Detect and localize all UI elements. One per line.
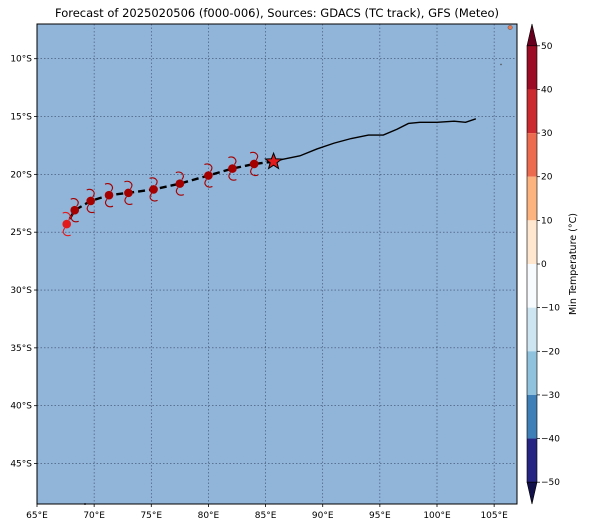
cyclone-arm	[86, 188, 95, 198]
cyclone-symbol-icon	[70, 198, 80, 223]
cyclone-arm	[175, 171, 184, 180]
lat-tick-label: 15°S	[10, 113, 32, 123]
cyclone-arm	[249, 151, 259, 161]
lon-tick-label: 105°E	[480, 511, 508, 521]
cyclone-arm	[149, 193, 158, 202]
cyclone-symbol-icon	[204, 163, 213, 188]
colorbar-band	[527, 264, 537, 308]
cyclone-center	[62, 219, 72, 229]
cyclone-arm	[104, 183, 113, 192]
cyclone-arm	[86, 204, 95, 213]
colorbar-band	[527, 45, 537, 90]
map-layer: 65°E 70°E 75°E 80°E 85°E 90°E 95°E 100°E 105°E 10…	[10, 23, 518, 521]
cyclone-symbol-icon	[175, 171, 185, 196]
lat-tick-label: 40°S	[10, 402, 32, 412]
cyclone-symbol-icon	[62, 212, 72, 237]
lat-tick-label: 30°S	[10, 286, 32, 296]
colorbar-band	[527, 351, 537, 395]
cyclone-arm	[124, 196, 133, 205]
colorbar-tick-label: −40	[541, 435, 560, 445]
colorbar-band	[527, 176, 537, 221]
cyclone-arm	[124, 180, 133, 190]
lon-tick-label: 75°E	[140, 511, 162, 521]
colorbar-band	[527, 307, 537, 352]
figure-title: Forecast of 2025020506 (f000-006), Sourc…	[55, 6, 499, 20]
cyclone-arm	[149, 177, 158, 186]
colorbar-tick-label: −20	[541, 347, 560, 357]
lon-tick-label: 80°E	[198, 511, 220, 521]
island-speck	[500, 63, 502, 66]
cyclone-symbol-icon	[104, 183, 114, 208]
lat-tick-label: 35°S	[10, 344, 32, 354]
lon-tick-label: 65°E	[26, 511, 48, 521]
lon-tick-label: 85°E	[255, 511, 277, 521]
lon-tick-label: 100°E	[423, 511, 451, 521]
land-speck	[507, 25, 513, 30]
lat-tick-label: 20°S	[10, 170, 32, 180]
cyclone-arm	[105, 198, 114, 208]
colorbar-tick-label: 50	[541, 42, 553, 52]
colorbar: 50 40 30 20 10 0 −10 −20 −30 −40 −50 Min Temperatur…	[526, 23, 579, 505]
lon-tick-label: 90°E	[312, 511, 334, 521]
lon-tick-label: 95°E	[369, 511, 391, 521]
current-position-star-icon	[264, 151, 284, 170]
colorbar-label: Min Temperature (°C)	[568, 213, 579, 315]
ocean-background	[37, 24, 517, 504]
lat-tick-label: 45°S	[10, 460, 32, 470]
observed-track	[273, 118, 477, 163]
colorbar-tick-label: 30	[541, 129, 553, 139]
cyclone-arm	[228, 172, 237, 181]
colorbar-extend-max	[526, 23, 538, 47]
cyclone-symbol-icon	[249, 151, 259, 176]
colorbar-band	[527, 220, 537, 264]
colorbar-tick-label: −30	[541, 391, 560, 401]
cyclone-symbol-icon	[149, 177, 158, 202]
cyclone-arm	[62, 212, 71, 221]
colorbar-extend-min	[526, 481, 538, 505]
colorbar-band	[527, 394, 537, 439]
colorbar-tick-label: 40	[541, 85, 553, 95]
cyclone-center	[86, 196, 96, 206]
cyclone-center	[104, 190, 114, 200]
lat-tick-label: 10°S	[10, 55, 32, 65]
colorbar-band	[527, 438, 537, 483]
cyclone-center	[175, 179, 185, 188]
colorbar-tick-label: 20	[541, 173, 553, 183]
cyclone-arm	[175, 187, 185, 196]
cyclone-arm	[204, 163, 213, 172]
cyclone-center	[124, 188, 133, 198]
cyclone-symbol-icon	[228, 156, 237, 181]
cyclone-center	[149, 185, 158, 194]
cyclone-center	[70, 205, 80, 215]
map-frame	[36, 23, 518, 505]
cyclone-arm	[70, 198, 79, 207]
cyclone-arm	[228, 156, 237, 165]
cyclone-arm	[250, 167, 259, 176]
colorbar-tick-label: 0	[541, 260, 547, 270]
colorbar-band	[527, 133, 537, 177]
cyclone-arm	[62, 227, 71, 237]
colorbar-tick-label: −50	[541, 478, 560, 488]
colorbar-tick-label: 10	[541, 216, 553, 226]
cyclone-arm	[70, 213, 79, 223]
colorbar-band	[527, 89, 537, 134]
lat-tick-label: 25°S	[10, 228, 32, 238]
cyclone-center	[204, 171, 213, 180]
cyclone-symbol-icon	[86, 188, 96, 213]
cyclone-symbol-icon	[124, 180, 133, 205]
cyclone-arm	[204, 179, 213, 188]
colorbar-tick-label: −10	[541, 304, 560, 314]
lon-tick-label: 70°E	[83, 511, 105, 521]
cyclone-center	[228, 164, 237, 173]
cyclone-center	[249, 159, 259, 169]
